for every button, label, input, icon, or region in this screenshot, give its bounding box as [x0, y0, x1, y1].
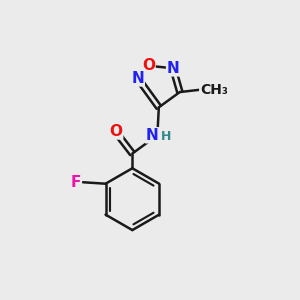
- Text: O: O: [142, 58, 155, 73]
- Text: H: H: [160, 130, 171, 143]
- Text: N: N: [146, 128, 158, 143]
- Text: F: F: [71, 175, 81, 190]
- Text: N: N: [167, 61, 179, 76]
- Text: N: N: [131, 71, 144, 86]
- Text: CH₃: CH₃: [200, 83, 228, 97]
- Text: O: O: [110, 124, 123, 139]
